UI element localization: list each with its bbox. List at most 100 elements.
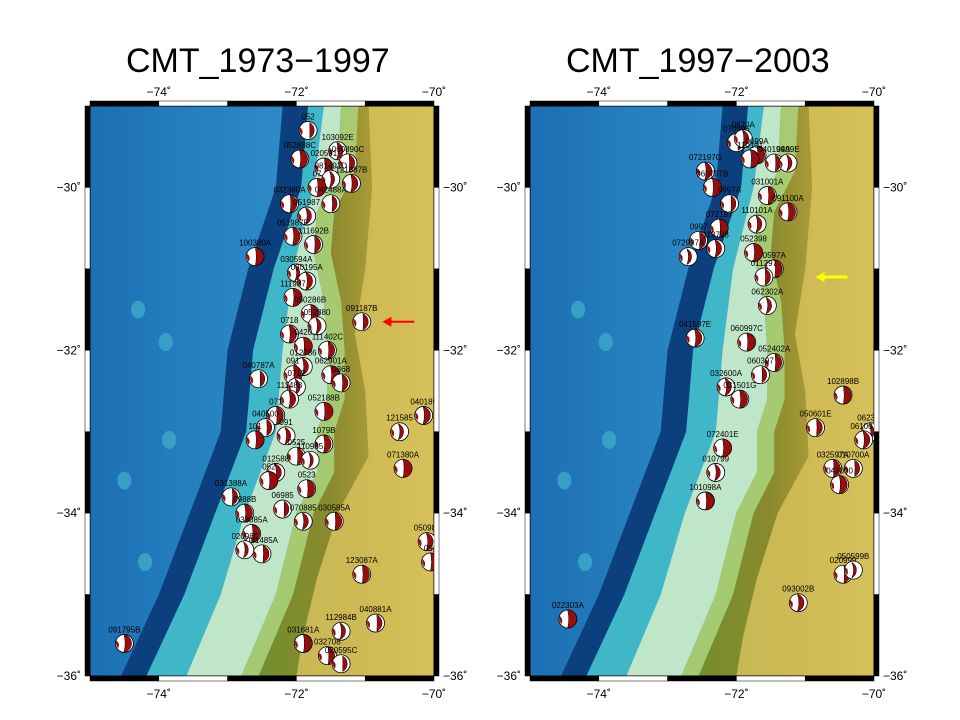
- focal-mechanism-beachball[interactable]: [854, 430, 874, 450]
- focal-mechanism-beachball[interactable]: [252, 544, 272, 564]
- focal-mechanism-beachball[interactable]: [245, 247, 265, 267]
- focal-mechanism-beachball[interactable]: [235, 540, 255, 560]
- focal-mechanism-beachball[interactable]: [685, 328, 705, 348]
- focal-mechanism-beachball[interactable]: [720, 194, 739, 214]
- focal-mechanism-beachball[interactable]: [324, 511, 344, 531]
- frame-segment: [89, 100, 160, 107]
- focal-mechanism-beachball[interactable]: [702, 178, 722, 197]
- focal-mechanism-beachball[interactable]: [421, 552, 440, 572]
- highlight-arrow: [382, 316, 415, 327]
- focal-mechanism-beachball[interactable]: [788, 593, 808, 613]
- focal-mechanism-beachball[interactable]: [764, 353, 784, 372]
- focal-mechanism-beachball[interactable]: [293, 634, 313, 653]
- focal-mechanism-beachball[interactable]: [266, 406, 286, 425]
- event-id-label: 032380A: [274, 186, 307, 195]
- focal-mechanism-beachball[interactable]: [737, 332, 757, 352]
- focal-mechanism-beachball[interactable]: [393, 458, 413, 478]
- focal-mechanism-beachball[interactable]: [256, 418, 275, 438]
- focal-mechanism-beachball[interactable]: [716, 377, 736, 397]
- focal-mechanism-beachball[interactable]: [696, 161, 715, 181]
- focal-mechanism-beachball[interactable]: [293, 336, 313, 356]
- focal-mechanism-beachball[interactable]: [293, 511, 313, 531]
- focal-mechanism-beachball[interactable]: [390, 422, 410, 442]
- focal-mechanism-beachball[interactable]: [283, 287, 303, 307]
- focal-mechanism-beachball[interactable]: [307, 316, 327, 336]
- focal-mechanism-beachball[interactable]: [314, 434, 334, 454]
- focal-mechanism-beachball[interactable]: [747, 214, 767, 234]
- focal-mechanism-beachball[interactable]: [730, 389, 750, 409]
- focal-mechanism-beachball[interactable]: [757, 186, 777, 205]
- focal-mechanism-beachball[interactable]: [297, 206, 317, 226]
- focal-mechanism-beachball[interactable]: [830, 475, 850, 495]
- event-id-label: 020985: [231, 532, 258, 541]
- focal-mechanism-beachball[interactable]: [709, 218, 729, 238]
- focal-mechanism-beachball[interactable]: [328, 141, 348, 161]
- event-id-label: 031681A: [287, 625, 320, 634]
- focal-mechanism-beachball[interactable]: [331, 621, 351, 641]
- focal-mechanism-beachball[interactable]: [273, 499, 293, 519]
- focal-mechanism-beachball[interactable]: [280, 194, 299, 214]
- focal-mechanism-beachball[interactable]: [751, 365, 770, 385]
- focal-mechanism-beachball[interactable]: [706, 463, 726, 482]
- focal-mechanism-beachball[interactable]: [778, 153, 798, 173]
- focal-mechanism-beachball[interactable]: [778, 202, 798, 222]
- event-id-label: 060997C: [730, 324, 763, 333]
- focal-mechanism-beachball[interactable]: [321, 169, 341, 189]
- focal-mechanism-beachball[interactable]: [352, 312, 372, 332]
- focal-mechanism-beachball[interactable]: [342, 173, 361, 193]
- focal-mechanism-beachball[interactable]: [754, 267, 774, 287]
- focal-mechanism-beachball[interactable]: [338, 153, 358, 173]
- focal-mechanism-beachball[interactable]: [283, 226, 303, 246]
- focal-mechanism-beachball[interactable]: [806, 418, 825, 438]
- focal-mechanism-beachball[interactable]: [744, 243, 764, 262]
- focal-mechanism-beachball[interactable]: [331, 654, 351, 674]
- focal-mechanism-beachball[interactable]: [696, 491, 715, 511]
- focal-mechanism-beachball[interactable]: [740, 149, 760, 169]
- event-id-label: 123087A: [346, 556, 379, 565]
- focal-mechanism-beachball[interactable]: [833, 385, 853, 405]
- focal-mechanism-beachball[interactable]: [678, 247, 698, 267]
- focal-mechanism-beachball[interactable]: [713, 438, 733, 458]
- focal-mechanism-beachball[interactable]: [689, 230, 708, 250]
- event-id-label: 032597A: [817, 450, 850, 459]
- focal-mechanism-beachball[interactable]: [259, 471, 279, 490]
- focal-mechanism-beachball[interactable]: [280, 324, 299, 344]
- focal-mechanism-beachball[interactable]: [249, 369, 268, 389]
- focal-mechanism-beachball[interactable]: [558, 609, 578, 629]
- focal-mechanism-beachball[interactable]: [843, 560, 863, 580]
- focal-mechanism-beachball[interactable]: [706, 239, 726, 258]
- event-id-label: 072197G: [689, 153, 722, 162]
- focal-mechanism-beachball[interactable]: [304, 235, 324, 254]
- focal-mechanism-beachball[interactable]: [300, 450, 320, 470]
- focal-mechanism-beachball[interactable]: [307, 178, 327, 197]
- focal-mechanism-beachball[interactable]: [352, 564, 372, 584]
- focal-mechanism-beachball[interactable]: [733, 129, 753, 148]
- seismicity-map-1973-1997: −74˚ −74˚ −72˚ −72˚ −70˚ −70˚ −30˚ −30˚ −32˚ −32˚…: [57, 85, 468, 701]
- focal-mechanism-beachball[interactable]: [317, 646, 337, 666]
- focal-mechanism-beachball[interactable]: [757, 296, 777, 315]
- focal-mechanism-beachball[interactable]: [290, 149, 310, 169]
- focal-mechanism-beachball[interactable]: [321, 194, 341, 214]
- focal-mechanism-beachball[interactable]: [280, 389, 299, 409]
- focal-mechanism-beachball[interactable]: [331, 373, 351, 393]
- focal-mechanism-beachball[interactable]: [314, 401, 334, 421]
- focal-mechanism-beachball[interactable]: [221, 487, 241, 507]
- focal-mechanism-beachball[interactable]: [242, 524, 262, 543]
- seamount: [598, 333, 613, 352]
- frame-segment: [598, 100, 668, 107]
- focal-mechanism-beachball[interactable]: [366, 613, 385, 633]
- frame-segment: [433, 187, 440, 270]
- focal-mechanism-beachball[interactable]: [245, 430, 265, 450]
- focal-mechanism-beachball[interactable]: [115, 634, 134, 653]
- focal-mechanism-beachball[interactable]: [843, 458, 863, 478]
- focal-mechanism-beachball[interactable]: [235, 503, 255, 523]
- focal-mechanism-beachball[interactable]: [298, 121, 318, 140]
- focal-mechanism-beachball[interactable]: [823, 458, 843, 478]
- focal-mechanism-beachball[interactable]: [417, 532, 436, 552]
- focal-mechanism-beachball[interactable]: [276, 426, 296, 446]
- seamount: [117, 471, 132, 490]
- focal-mechanism-beachball[interactable]: [297, 271, 317, 291]
- focal-mechanism-beachball[interactable]: [414, 406, 434, 425]
- focal-mechanism-beachball[interactable]: [297, 479, 317, 499]
- focal-mechanism-beachball[interactable]: [317, 340, 337, 360]
